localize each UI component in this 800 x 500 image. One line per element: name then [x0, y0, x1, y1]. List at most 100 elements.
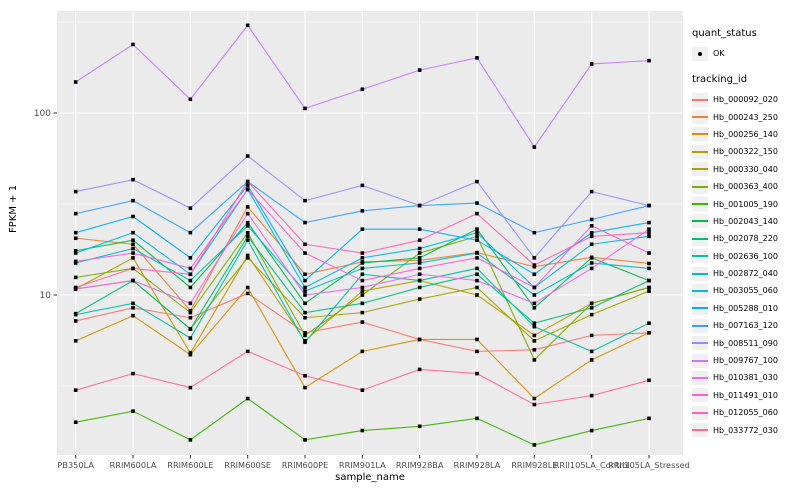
data-point: [417, 297, 422, 301]
data-point: [647, 278, 651, 283]
data-point: [417, 256, 422, 260]
data-point: [73, 251, 78, 255]
data-point: [245, 183, 250, 188]
data-point: [417, 227, 422, 231]
data-point: [532, 402, 537, 407]
data-point: [475, 201, 479, 205]
data-point: [647, 251, 651, 255]
legend-item-label: Hb_008511_090: [713, 338, 778, 348]
data-point: [188, 206, 193, 210]
x-tick-label: RRII105LA_Control: [554, 460, 630, 470]
data-point: [417, 337, 422, 342]
data-point: [131, 409, 135, 413]
x-axis-title: sample_name: [335, 472, 405, 483]
data-point: [131, 42, 135, 47]
data-point: [73, 236, 78, 241]
data-point: [532, 306, 537, 310]
legend-item: Hb_000092_020: [692, 91, 798, 108]
data-point: [647, 266, 651, 271]
data-point: [647, 285, 651, 290]
data-point: [73, 211, 78, 216]
data-point: [532, 347, 537, 352]
data-point: [188, 256, 193, 260]
legend-item: Hb_001005_190: [692, 195, 798, 212]
x-tick-label: RRIM928LA: [454, 460, 501, 470]
data-point: [188, 315, 193, 320]
data-point: [245, 23, 250, 28]
legend-item-label: Hb_012055_060: [713, 408, 778, 418]
data-point: [245, 234, 250, 239]
data-point: [475, 227, 479, 231]
data-point: [475, 230, 479, 235]
data-point: [131, 256, 135, 260]
data-point: [532, 301, 537, 306]
data-point: [131, 214, 135, 219]
y-tick-label: 100: [34, 109, 51, 119]
x-tick-label: RRII105LA_Stressed: [608, 460, 690, 470]
series-line-icon: [692, 92, 708, 107]
data-point: [589, 217, 594, 222]
data-point: [73, 189, 78, 194]
legend-item-label: Hb_002078_220: [713, 234, 778, 244]
data-point: [360, 251, 365, 255]
data-point: [245, 187, 250, 192]
data-point: [360, 349, 365, 354]
data-point: [360, 388, 365, 392]
series-line-icon: [692, 405, 708, 420]
data-point: [303, 340, 307, 345]
legend: quant_status OK tracking_id Hb_000092_02…: [692, 28, 798, 451]
data-point: [532, 396, 537, 401]
legend-item: Hb_000243_250: [692, 108, 798, 125]
legend-quant-status-title: quant_status: [692, 28, 757, 39]
data-point: [647, 261, 651, 266]
legend-item: Hb_033772_030: [692, 421, 798, 438]
data-point: [245, 256, 250, 260]
x-tick-label: RRIM928BA: [396, 460, 444, 470]
data-point: [188, 230, 193, 235]
data-point: [303, 278, 307, 283]
data-point: [475, 211, 479, 216]
legend-item-label: Hb_009767_100: [713, 356, 778, 366]
x-tick-label: RRIM600LA: [110, 460, 157, 470]
data-point: [417, 246, 422, 251]
data-point: [131, 278, 135, 283]
y-axis-title: FPKM + 1: [8, 184, 19, 233]
legend-item-label: Hb_007163_120: [713, 321, 778, 331]
data-point: [475, 238, 479, 243]
data-point: [532, 256, 537, 260]
data-point: [475, 56, 479, 60]
data-point: [73, 388, 78, 392]
legend-item-label: Hb_000092_020: [713, 95, 778, 105]
legend-item-ok: OK: [692, 45, 798, 62]
data-point: [360, 261, 365, 265]
data-point: [589, 333, 594, 338]
data-point: [303, 385, 307, 390]
legend-quant-status: quant_status OK: [692, 28, 798, 62]
data-point: [647, 330, 651, 335]
data-point: [532, 324, 537, 329]
legend-item-label: Hb_001005_190: [713, 199, 778, 209]
legend-item-label: Hb_005288_010: [713, 303, 778, 313]
legend-item-label: Hb_003055_060: [713, 286, 778, 296]
series-line-icon: [692, 162, 708, 177]
data-point: [303, 198, 307, 203]
legend-tracking-id: tracking_id Hb_000092_020 Hb_000243_250 Hb…: [692, 74, 798, 439]
data-point: [647, 289, 651, 293]
legend-item-label: Hb_000330_040: [713, 164, 778, 174]
legend-item-ok-label: OK: [713, 49, 725, 58]
legend-item-label: Hb_002043_140: [713, 216, 778, 226]
legend-tracking-id-title: tracking_id: [692, 74, 748, 85]
data-point: [188, 272, 193, 277]
data-point: [360, 428, 365, 433]
data-point: [131, 230, 135, 235]
legend-item: Hb_002078_220: [692, 230, 798, 247]
data-point: [245, 220, 250, 225]
legend-item-label: Hb_002636_100: [713, 251, 778, 261]
data-point: [245, 179, 250, 184]
data-point: [647, 58, 651, 63]
series-line-icon: [692, 388, 708, 403]
series-line-icon: [692, 283, 708, 298]
data-point: [73, 248, 78, 253]
series-line-icon: [692, 318, 708, 333]
data-point: [647, 378, 651, 383]
